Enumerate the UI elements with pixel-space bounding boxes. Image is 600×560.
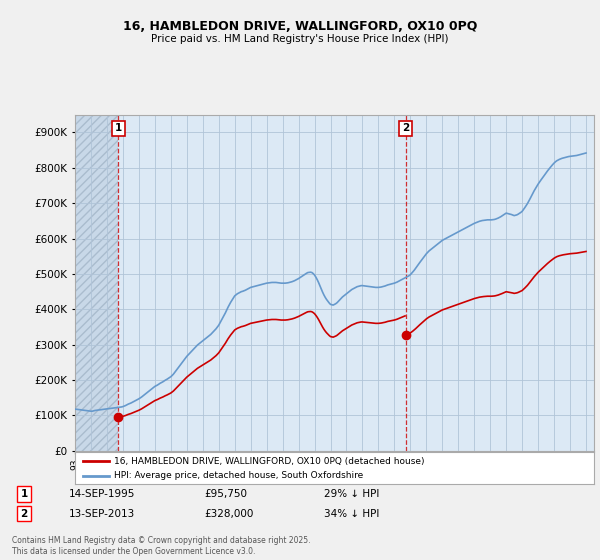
Text: HPI: Average price, detached house, South Oxfordshire: HPI: Average price, detached house, Sout… <box>114 472 363 480</box>
Text: 1: 1 <box>115 123 122 133</box>
Text: 2: 2 <box>20 508 28 519</box>
Text: Contains HM Land Registry data © Crown copyright and database right 2025.
This d: Contains HM Land Registry data © Crown c… <box>12 536 311 556</box>
Text: 2: 2 <box>402 123 409 133</box>
Text: Price paid vs. HM Land Registry's House Price Index (HPI): Price paid vs. HM Land Registry's House … <box>151 34 449 44</box>
Text: 34% ↓ HPI: 34% ↓ HPI <box>324 508 379 519</box>
Bar <box>75 115 118 451</box>
Text: 29% ↓ HPI: 29% ↓ HPI <box>324 489 379 499</box>
Text: 16, HAMBLEDON DRIVE, WALLINGFORD, OX10 0PQ (detached house): 16, HAMBLEDON DRIVE, WALLINGFORD, OX10 0… <box>114 456 424 465</box>
Text: 1: 1 <box>20 489 28 499</box>
Text: £95,750: £95,750 <box>204 489 247 499</box>
Text: 13-SEP-2013: 13-SEP-2013 <box>69 508 135 519</box>
Text: 16, HAMBLEDON DRIVE, WALLINGFORD, OX10 0PQ: 16, HAMBLEDON DRIVE, WALLINGFORD, OX10 0… <box>123 20 477 32</box>
Text: £328,000: £328,000 <box>204 508 253 519</box>
Text: 14-SEP-1995: 14-SEP-1995 <box>69 489 136 499</box>
